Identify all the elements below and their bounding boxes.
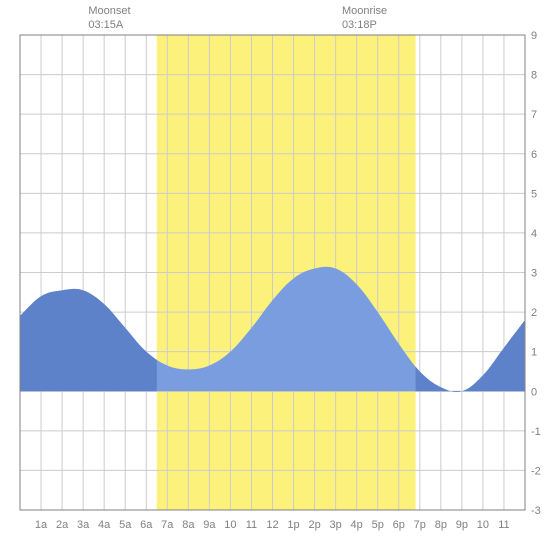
svg-text:3: 3 bbox=[531, 268, 537, 280]
svg-text:5: 5 bbox=[531, 188, 537, 200]
svg-text:6p: 6p bbox=[393, 519, 405, 531]
svg-text:11: 11 bbox=[246, 519, 257, 531]
svg-text:7p: 7p bbox=[414, 519, 426, 531]
svg-text:4: 4 bbox=[531, 228, 537, 240]
svg-text:7a: 7a bbox=[161, 519, 174, 531]
svg-text:10: 10 bbox=[224, 519, 236, 531]
svg-text:3a: 3a bbox=[77, 519, 90, 531]
svg-text:12: 12 bbox=[266, 519, 278, 531]
svg-text:10: 10 bbox=[477, 519, 489, 531]
svg-text:8p: 8p bbox=[435, 519, 447, 531]
svg-text:11: 11 bbox=[498, 519, 509, 531]
svg-text:9: 9 bbox=[531, 30, 537, 42]
moonset-time: 03:15A bbox=[88, 19, 123, 31]
svg-text:-3: -3 bbox=[531, 505, 541, 517]
svg-text:5p: 5p bbox=[372, 519, 384, 531]
svg-text:4p: 4p bbox=[351, 519, 363, 531]
svg-text:1a: 1a bbox=[35, 519, 48, 531]
moonset-label: Moonset 03:15A bbox=[88, 4, 130, 33]
svg-text:3p: 3p bbox=[330, 519, 342, 531]
tide-chart: -3-2-101234567891a2a3a4a5a6a7a8a9a101112… bbox=[0, 0, 550, 550]
svg-text:-1: -1 bbox=[531, 426, 541, 438]
svg-text:9a: 9a bbox=[203, 519, 216, 531]
svg-text:1: 1 bbox=[531, 347, 537, 359]
svg-text:2: 2 bbox=[531, 307, 537, 319]
svg-text:1p: 1p bbox=[287, 519, 299, 531]
svg-text:8a: 8a bbox=[182, 519, 195, 531]
svg-text:-2: -2 bbox=[531, 465, 541, 477]
svg-text:2p: 2p bbox=[308, 519, 320, 531]
svg-text:6: 6 bbox=[531, 149, 537, 161]
svg-text:7: 7 bbox=[531, 109, 537, 121]
svg-text:4a: 4a bbox=[98, 519, 111, 531]
svg-text:5a: 5a bbox=[119, 519, 132, 531]
chart-canvas: -3-2-101234567891a2a3a4a5a6a7a8a9a101112… bbox=[0, 0, 550, 550]
moonrise-label: Moonrise 03:18P bbox=[342, 4, 387, 33]
svg-text:2a: 2a bbox=[56, 519, 69, 531]
moonset-title: Moonset bbox=[88, 5, 130, 17]
svg-text:8: 8 bbox=[531, 70, 537, 82]
moonrise-time: 03:18P bbox=[342, 19, 377, 31]
moonrise-title: Moonrise bbox=[342, 5, 387, 17]
svg-text:9p: 9p bbox=[456, 519, 468, 531]
svg-text:6a: 6a bbox=[140, 519, 153, 531]
svg-text:0: 0 bbox=[531, 386, 537, 398]
